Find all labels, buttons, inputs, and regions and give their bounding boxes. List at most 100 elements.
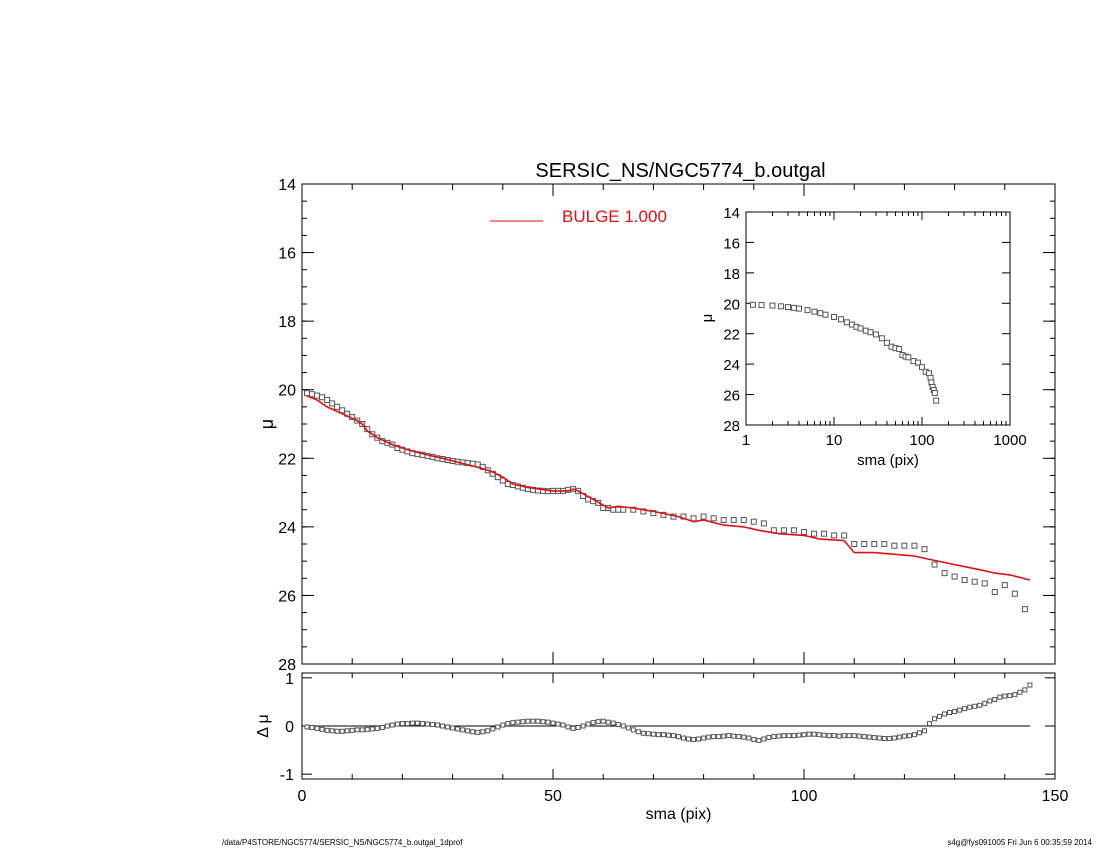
residual-point	[670, 733, 676, 739]
residual-point	[334, 728, 340, 734]
data-point	[750, 518, 757, 525]
inset-data-point	[896, 345, 903, 352]
residual-point	[495, 724, 501, 730]
residual-point	[460, 727, 466, 733]
residual-point	[721, 733, 727, 739]
residual-point	[831, 733, 837, 739]
x-tick-label: 50	[544, 788, 562, 805]
data-point	[690, 515, 697, 522]
data-point	[304, 390, 311, 397]
data-point	[841, 532, 848, 539]
residual-point	[480, 729, 486, 735]
residual-point	[650, 731, 656, 737]
data-point	[801, 529, 807, 535]
residual-y-axis-label: Δ μ	[255, 714, 272, 737]
inset-x-tick-label: 1	[742, 432, 750, 449]
residual-point	[751, 736, 757, 742]
residual-point	[962, 706, 968, 712]
residual-point	[811, 731, 817, 737]
residual-point	[450, 725, 456, 731]
x-tick-label: 100	[791, 788, 818, 805]
residual-point	[916, 730, 922, 736]
residual-point	[455, 726, 461, 732]
residual-point	[911, 732, 917, 738]
data-point	[821, 530, 828, 537]
data-point	[871, 541, 878, 547]
residual-point	[545, 719, 551, 725]
y-tick-label: 18	[278, 314, 296, 331]
data-point	[615, 506, 622, 513]
residual-point	[982, 700, 988, 706]
data-point	[931, 561, 938, 568]
data-point	[790, 527, 797, 534]
residual-point	[706, 734, 712, 740]
residual-point	[967, 704, 973, 710]
residual-point	[409, 720, 415, 726]
inset-data-point	[872, 331, 879, 338]
residual-point	[716, 734, 722, 740]
residual-point	[635, 729, 641, 735]
residual-point	[660, 732, 666, 738]
chart-title: SERSIC_NS/NGC5774_b.outgal	[535, 160, 825, 182]
residual-point	[942, 711, 948, 717]
data-point	[780, 527, 787, 534]
residual-point	[430, 722, 436, 728]
data-point	[961, 577, 968, 583]
residual-point	[379, 724, 385, 730]
legend-label: BULGE 1.000	[562, 207, 667, 226]
residual-point	[625, 725, 631, 731]
residual-point	[419, 721, 425, 727]
residual-point	[520, 719, 526, 725]
data-point	[941, 570, 948, 577]
residual-point	[1002, 693, 1008, 699]
inset-data-point	[931, 390, 938, 397]
residual-point	[560, 722, 566, 728]
y-tick-label: 26	[278, 588, 296, 605]
residual-point	[866, 734, 872, 740]
residual-point	[816, 732, 822, 738]
data-point	[981, 580, 988, 587]
residual-point	[440, 723, 446, 729]
residual-point	[595, 719, 601, 725]
residual-point	[485, 728, 491, 734]
residual-point	[987, 698, 993, 704]
inset-data-point	[837, 316, 844, 323]
residual-point	[389, 722, 395, 728]
residual-point	[696, 736, 702, 742]
residual-point	[906, 733, 912, 739]
residual-point	[600, 718, 606, 724]
residual-point	[851, 733, 857, 739]
residual-point	[575, 724, 581, 730]
residual-point	[947, 710, 953, 716]
residual-point	[957, 707, 963, 713]
residual-point	[691, 736, 697, 742]
inset-y-tick-label: 24	[723, 357, 740, 374]
data-point	[710, 515, 717, 522]
residual-point	[304, 724, 310, 730]
residual-point	[977, 702, 983, 708]
residual-point	[861, 734, 867, 740]
data-point	[309, 391, 316, 398]
data-point	[921, 546, 928, 553]
inset-y-tick-label: 16	[723, 235, 740, 252]
residual-point	[445, 724, 451, 730]
inset-data-point	[883, 339, 890, 346]
inset-data-point	[857, 325, 864, 332]
data-point	[660, 511, 667, 518]
y-tick-label: 22	[278, 451, 296, 468]
residual-point	[329, 728, 335, 734]
inset-y-tick-label: 14	[723, 205, 740, 222]
inset-data-point	[878, 335, 885, 342]
residual-y-tick-label: 1	[285, 671, 294, 688]
residual-point	[500, 722, 506, 728]
residual-point	[580, 723, 586, 729]
residual-point	[821, 732, 827, 738]
data-point	[861, 541, 868, 547]
data-point	[951, 573, 958, 580]
residual-point	[535, 718, 541, 724]
data-point	[911, 542, 918, 549]
residual-point	[801, 732, 807, 738]
data-point	[1011, 590, 1018, 597]
footer-timestamp: s4g@fys091005 Fri Jun 6 00:35:59 2014	[947, 838, 1092, 847]
